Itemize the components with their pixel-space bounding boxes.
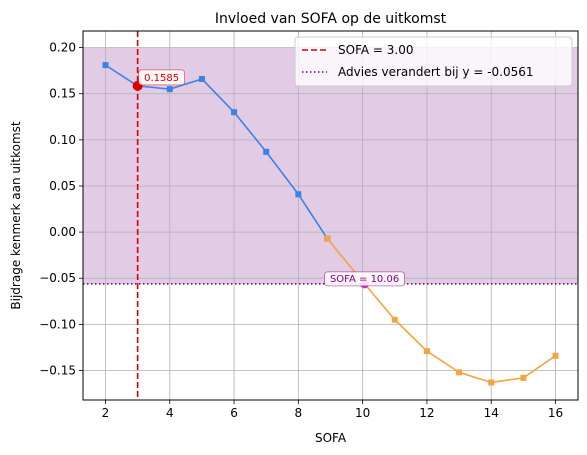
data-point <box>324 235 331 242</box>
plot-frame <box>82 30 579 401</box>
annotation-layer: 0.1585 SOFA = 10.06 <box>132 69 405 289</box>
y-tick-label: −0.10 <box>39 317 76 331</box>
annotation-label-sofa-value: 0.1585 <box>144 73 179 84</box>
series-line-0 <box>105 64 328 239</box>
data-point <box>102 62 109 69</box>
legend-label-horizontal-line: Advies verandert bij y = -0.0561 <box>338 65 534 79</box>
data-point <box>520 374 527 381</box>
annotation-box-sofa-value <box>138 69 186 86</box>
data-point <box>231 109 238 116</box>
x-tick-label: 12 <box>419 406 434 420</box>
data-point <box>488 379 495 386</box>
x-tick-label: 4 <box>166 406 174 420</box>
x-tick-label: 8 <box>295 406 303 420</box>
series-line-1 <box>326 238 556 384</box>
data-point <box>391 316 398 323</box>
y-tick-label: 0.05 <box>49 179 76 193</box>
y-tick-label: 0.20 <box>49 41 76 55</box>
y-tick-label: 0.10 <box>49 133 76 147</box>
annotation-box-crossing <box>324 271 405 287</box>
annotation-label-crossing: SOFA = 10.06 <box>330 274 399 285</box>
data-point <box>263 148 270 155</box>
x-axis-label: SOFA <box>315 431 347 445</box>
shaded-region <box>83 47 578 284</box>
tick-layer: 2 4 6 8 10 12 14 16 0.20 0.15 0.10 0.05 0.00 −0.05 −0.… <box>39 41 563 420</box>
chart-title: Invloed van SOFA op de uitkomst <box>215 11 447 27</box>
data-point <box>198 75 205 82</box>
y-axis-label: Bijdrage kenmerk aan uitkomst <box>9 121 23 309</box>
legend: SOFA = 3.00 Advies verandert bij y = -0.… <box>294 36 573 87</box>
y-tick-label: 0.00 <box>49 225 76 239</box>
data-point <box>456 369 463 376</box>
data-point <box>552 352 559 359</box>
series-layer <box>102 62 559 386</box>
y-tick-label: 0.15 <box>49 87 76 101</box>
x-tick-label: 16 <box>548 406 563 420</box>
grid-layer <box>83 31 578 400</box>
y-tick-label: −0.15 <box>39 363 76 377</box>
data-point <box>423 348 430 355</box>
x-tick-label: 14 <box>484 406 499 420</box>
x-tick-label: 6 <box>230 406 238 420</box>
x-tick-label: 10 <box>355 406 370 420</box>
legend-box <box>294 36 573 87</box>
legend-label-vertical-line: SOFA = 3.00 <box>338 43 413 57</box>
data-point <box>295 191 302 198</box>
x-tick-label: 2 <box>102 406 110 420</box>
data-point <box>166 86 173 93</box>
shade-layer <box>83 47 578 284</box>
y-tick-label: −0.05 <box>39 271 76 285</box>
reference-lines-layer <box>83 31 578 400</box>
